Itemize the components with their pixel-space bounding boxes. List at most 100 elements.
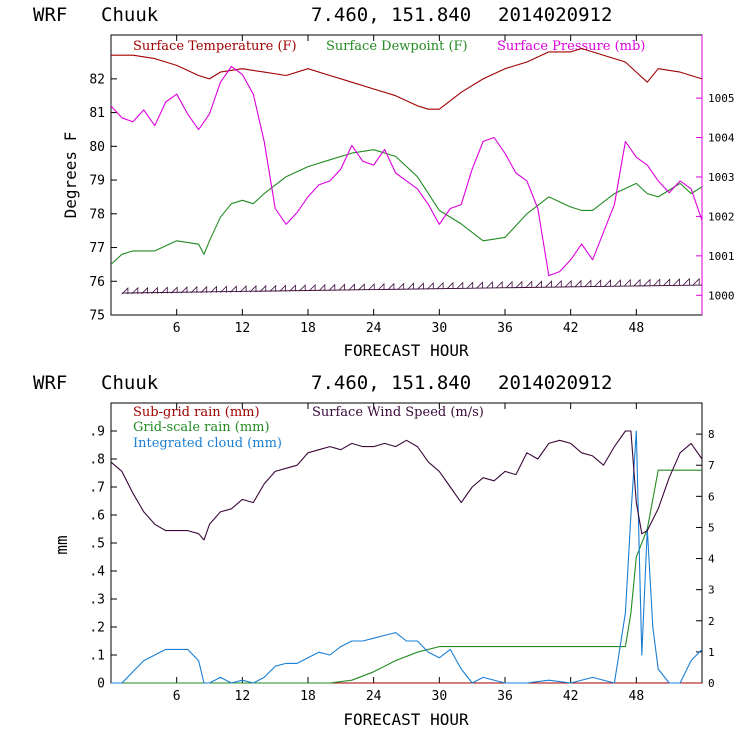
y2-tick-label: 2 [708,615,715,628]
x-tick-label: 36 [497,321,513,336]
y2-tick-label: 7 [708,459,715,472]
wind-barb [131,286,139,295]
wind-barb [466,281,474,289]
top-title-coords: 7.460, 151.840 [311,4,471,26]
top-y-axis-label: Degrees F [61,132,80,219]
y2-tick-label: 1005 [708,92,735,105]
y2-tick-label: 1000 [708,289,735,302]
wind-barb [200,285,208,294]
temperature-panel: WRF Chuuk 7.460, 151.840 2014020912 6 12 1… [33,4,735,360]
wind-barb [151,286,158,294]
top-y2-ticks: 1000 1001 1002 1003 1004 1005 [696,92,735,302]
x-tick-label: 12 [235,321,251,336]
wind-barb [555,280,562,288]
x-tick-label: 24 [366,689,382,704]
top-series-lines [110,47,703,277]
series-line-0-0 [111,47,703,110]
wind-barbs [121,277,703,295]
wind-barb [427,282,434,290]
y2-tick-label: 1 [708,646,715,659]
x-tick-label: 48 [629,321,645,336]
x-tick-label: 12 [235,689,251,704]
bottom-x-axis-label: FORECAST HOUR [343,710,469,729]
wind-barb [436,281,444,290]
bottom-series-lines [110,430,703,684]
top-legend: Surface Temperature (F) Surface Dewpoint… [133,39,645,54]
wind-barb [407,282,414,290]
series-line-0-1 [110,149,703,265]
precip-panel: WRF Chuuk 7.460, 151.840 2014020912 6 12 1… [33,372,715,729]
wind-barb [318,283,326,292]
bottom-title-coords: 7.460, 151.840 [311,372,471,394]
legend-integrated-cloud: Integrated cloud (mm) [133,436,282,451]
wind-barb [259,284,267,293]
y-tick-label: 77 [89,241,105,256]
wind-barb [653,278,661,286]
wind-barb [535,280,542,288]
wind-barb [564,279,572,288]
y-tick-label: .2 [89,621,105,636]
wind-barb [190,285,198,294]
wind-barb [279,284,286,292]
y-tick-label: 75 [89,309,105,324]
wind-barb [633,278,641,286]
y-tick-label: .6 [89,509,105,524]
wind-barb [692,277,700,286]
y-tick-label: 82 [89,72,105,87]
y2-tick-label: 1002 [708,210,735,223]
wind-barb [486,281,493,289]
wind-barb [683,277,690,286]
wind-barb [476,281,483,289]
y2-tick-label: 1003 [708,171,735,184]
wind-barb [663,278,671,286]
bottom-y-ticks: 0 .1 .2 .3 .4 .5 .6 .7 .8 .9 [89,425,117,692]
wind-barb [249,285,257,293]
wind-barb [624,278,631,287]
wind-barb [141,286,148,295]
bottom-title-model: WRF [33,372,67,394]
x-tick-label: 30 [432,689,448,704]
y-tick-label: 81 [89,106,105,121]
y-tick-label: 76 [89,275,105,290]
wind-barb [220,285,227,293]
legend-pressure: Surface Pressure (mb) [497,39,645,54]
y-tick-label: .7 [89,481,105,496]
y-tick-label: 0 [97,677,105,692]
wind-barb [594,279,602,287]
wind-barb [298,284,306,292]
x-tick-label: 36 [497,689,513,704]
bottom-y2-ticks: 0 1 2 3 4 5 6 7 8 [696,428,715,690]
x-tick-label: 30 [432,321,448,336]
x-tick-label: 42 [563,321,579,336]
y-tick-label: .9 [89,425,105,440]
wind-barb [308,284,316,292]
x-tick-label: 42 [563,689,579,704]
wind-barb [161,286,168,294]
y2-tick-label: 8 [708,428,715,441]
wind-barb [505,280,513,289]
series-line-1-1 [111,469,702,684]
y-tick-label: .1 [89,649,105,664]
wind-barb [387,282,395,290]
wind-barb [269,284,277,292]
wind-barb [210,285,217,293]
top-title-model: WRF [33,4,67,26]
series-line-0-2 [110,65,703,277]
y-tick-label: .4 [89,565,105,580]
x-tick-label: 24 [366,321,382,336]
y2-tick-label: 5 [708,521,715,534]
wind-barb [180,286,188,294]
wind-barb [367,283,375,291]
x-tick-label: 18 [300,321,316,336]
wind-barb [377,282,385,291]
bottom-x-ticks: 6 12 18 24 30 36 42 48 [173,403,644,704]
bottom-title-location: Chuuk [101,372,159,394]
top-x-ticks: 6 12 18 24 30 36 42 48 [173,35,644,336]
wind-barb [239,285,247,293]
series-line-1-2 [111,430,703,684]
legend-dewpoint: Surface Dewpoint (F) [326,39,468,54]
wind-barb [456,281,464,289]
top-x-axis-label: FORECAST HOUR [343,341,469,360]
y-tick-label: 79 [89,174,105,189]
